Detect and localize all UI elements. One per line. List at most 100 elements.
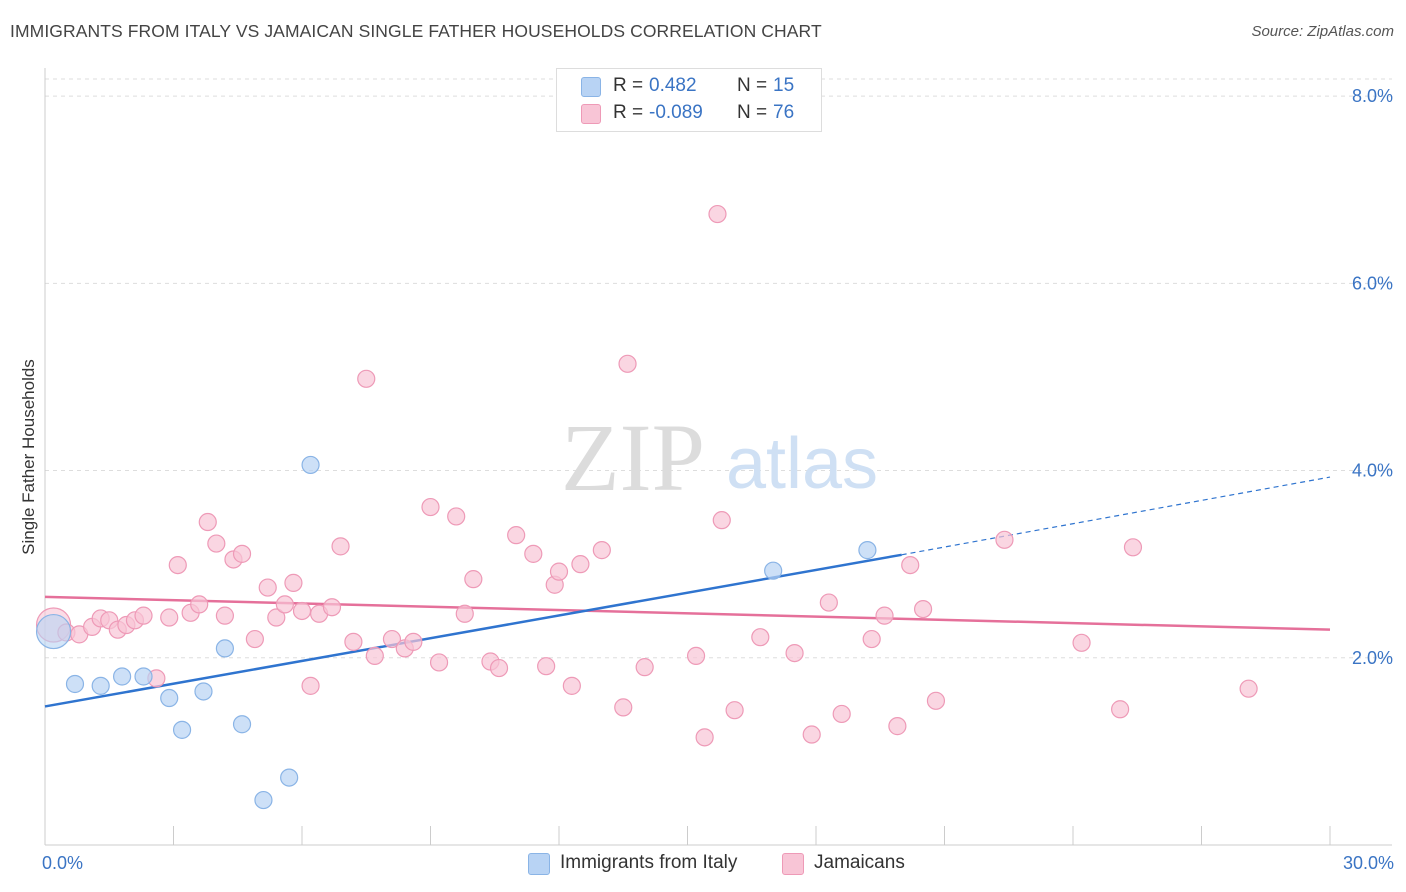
data-point-jamaicans	[489, 658, 509, 678]
data-point-jamaicans	[258, 578, 277, 597]
bottom-legend-label-italy: Immigrants from Italy	[560, 852, 738, 873]
data-point-italy	[858, 541, 877, 560]
correlation-legend: R = 0.482 N = 15 R = -0.089 N = 76	[556, 68, 822, 132]
data-point-jamaicans	[322, 598, 342, 617]
trend-line-italy	[44, 553, 902, 708]
x-tick-label: 0.0%	[42, 853, 83, 873]
legend-n-value: 76	[773, 102, 795, 123]
tick-labels: 2.0% 4.0% 6.0% 8.0% 0.0% 30.0%	[42, 86, 1394, 873]
y-tick-label: 8.0%	[1352, 86, 1393, 106]
legend-swatch-italy	[581, 77, 601, 97]
data-point-jamaicans	[455, 604, 474, 623]
chart-title: IMMIGRANTS FROM ITALY VS JAMAICAN SINGLE…	[10, 21, 822, 41]
data-point-italy	[301, 455, 320, 475]
data-point-jamaicans	[832, 704, 851, 724]
legend-r-value: 0.482	[649, 75, 697, 96]
data-point-jamaicans	[712, 511, 731, 530]
y-tick-label: 6.0%	[1352, 273, 1393, 293]
legend-swatch-jamaicans	[581, 104, 601, 124]
data-point-italy	[764, 561, 783, 580]
data-point-jamaicans	[592, 541, 611, 560]
data-point-jamaicans	[875, 606, 894, 625]
data-point-jamaicans	[404, 632, 423, 651]
watermark-zip: ZIP	[561, 404, 705, 511]
legend-r-label: R =	[613, 75, 644, 96]
x-tick-label: 30.0%	[1343, 853, 1394, 873]
data-point-jamaicans	[913, 599, 933, 619]
data-point-jamaicans	[382, 629, 402, 649]
data-point-jamaicans	[190, 595, 209, 614]
data-points	[35, 204, 1258, 810]
trend-line-italy-extension	[901, 476, 1331, 556]
data-point-jamaicans	[507, 526, 526, 545]
y-tick-label: 2.0%	[1352, 648, 1393, 668]
data-point-italy	[134, 667, 153, 686]
data-point-jamaicans	[331, 537, 350, 556]
data-point-jamaicans	[785, 643, 804, 663]
data-point-jamaicans	[1239, 679, 1258, 698]
trend-lines	[44, 476, 1331, 708]
data-point-jamaicans	[421, 497, 440, 517]
data-point-jamaicans	[618, 354, 637, 373]
data-point-italy	[194, 682, 213, 701]
data-point-jamaicans	[802, 725, 821, 744]
data-point-jamaicans	[1111, 700, 1130, 719]
data-point-jamaicans	[215, 606, 234, 625]
data-point-jamaicans	[207, 534, 226, 553]
legend-n-label: N =	[737, 102, 768, 123]
bottom-legend-swatch-jamaicans	[782, 853, 804, 875]
watermark: ZIP atlas	[561, 404, 878, 511]
data-point-jamaicans	[198, 512, 217, 532]
data-point-italy	[112, 667, 132, 686]
data-point-jamaicans	[537, 657, 556, 676]
source-label: Source: ZipAtlas.com	[1251, 23, 1394, 40]
data-point-jamaicans	[168, 555, 187, 575]
axes	[44, 68, 1392, 846]
bottom-legend-label-jamaicans: Jamaicans	[814, 852, 905, 873]
data-point-jamaicans	[429, 653, 449, 672]
data-point-jamaicans	[635, 658, 654, 677]
data-point-jamaicans	[301, 676, 320, 695]
data-point-italy	[232, 715, 252, 734]
y-tick-label: 4.0%	[1352, 461, 1393, 481]
data-point-italy	[215, 639, 234, 658]
data-point-jamaicans	[549, 562, 569, 581]
legend-r-label: R =	[613, 102, 644, 123]
watermark-atlas: atlas	[726, 424, 878, 504]
data-point-jamaicans	[862, 629, 881, 649]
data-point-jamaicans	[1072, 633, 1091, 652]
data-point-italy	[91, 676, 110, 695]
data-point-italy	[280, 768, 299, 787]
data-point-jamaicans	[695, 728, 714, 747]
data-point-italy	[160, 688, 179, 708]
gridlines	[45, 78, 1392, 659]
data-point-jamaicans	[524, 544, 543, 563]
legend-n-value: 15	[773, 75, 795, 96]
data-point-jamaicans	[447, 507, 466, 526]
data-point-jamaicans	[357, 369, 376, 388]
data-point-jamaicans	[232, 544, 252, 563]
data-point-jamaicans	[751, 628, 770, 647]
data-point-italy	[254, 790, 273, 810]
data-point-jamaicans	[1123, 538, 1143, 557]
data-point-jamaicans	[926, 691, 946, 710]
y-axis-label: Single Father Households	[19, 359, 38, 555]
data-point-jamaicans	[284, 573, 303, 592]
data-point-italy	[35, 613, 72, 650]
data-point-jamaicans	[686, 646, 706, 665]
data-point-jamaicans	[134, 606, 153, 625]
data-point-jamaicans	[901, 555, 920, 575]
data-point-italy	[172, 720, 192, 739]
data-point-jamaicans	[819, 593, 838, 612]
bottom-legend-swatch-italy	[528, 853, 550, 875]
data-point-jamaicans	[995, 530, 1014, 549]
data-point-jamaicans	[464, 570, 483, 589]
legend-r-value: -0.089	[649, 102, 703, 123]
data-point-jamaicans	[245, 629, 264, 649]
data-point-jamaicans	[708, 204, 727, 224]
data-point-jamaicans	[725, 701, 744, 720]
data-point-jamaicans	[571, 555, 590, 574]
trend-line-jamaicans	[44, 595, 1331, 631]
data-point-jamaicans	[614, 698, 633, 717]
